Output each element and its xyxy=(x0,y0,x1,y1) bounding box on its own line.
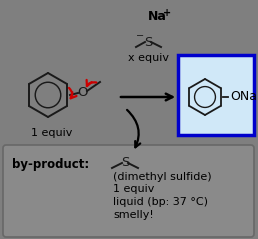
Text: x equiv: x equiv xyxy=(127,53,168,63)
Text: 1 equiv: 1 equiv xyxy=(113,185,154,195)
FancyBboxPatch shape xyxy=(3,145,254,237)
Text: ONa: ONa xyxy=(230,91,257,103)
Text: liquid (bp: 37 °C): liquid (bp: 37 °C) xyxy=(113,197,208,207)
Text: S: S xyxy=(121,157,129,169)
Text: S: S xyxy=(144,36,152,49)
Text: −: − xyxy=(136,31,144,41)
Text: O: O xyxy=(78,87,88,99)
Text: (dimethyl sulfide): (dimethyl sulfide) xyxy=(113,172,212,182)
FancyBboxPatch shape xyxy=(178,55,254,135)
Text: by-product:: by-product: xyxy=(12,158,89,171)
Text: smelly!: smelly! xyxy=(113,210,154,219)
Text: +: + xyxy=(163,8,171,18)
Text: Na: Na xyxy=(148,10,167,23)
Text: 1 equiv: 1 equiv xyxy=(31,128,73,138)
